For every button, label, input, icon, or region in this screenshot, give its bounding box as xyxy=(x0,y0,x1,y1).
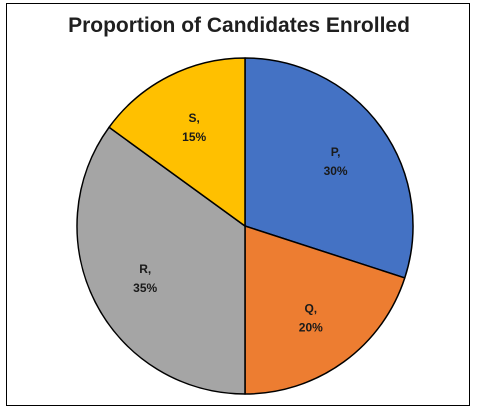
slice-value-label-s: 15% xyxy=(182,130,206,144)
slice-value-label-q: 20% xyxy=(299,321,323,335)
pie-slice-p xyxy=(244,57,414,279)
slice-value-label-p: 30% xyxy=(324,164,348,178)
chart-title: Proportion of Candidates Enrolled xyxy=(68,14,410,37)
pie-slice-s xyxy=(108,57,246,227)
slice-value-label-r: 35% xyxy=(133,281,157,295)
slice-category-label-q: Q, xyxy=(304,302,317,316)
slice-category-label-p: P, xyxy=(331,145,341,159)
pie-slice-r xyxy=(76,126,246,395)
pie-slice-q xyxy=(244,225,406,395)
slice-category-label-s: S, xyxy=(189,111,200,125)
slice-category-label-r: R, xyxy=(139,262,151,276)
